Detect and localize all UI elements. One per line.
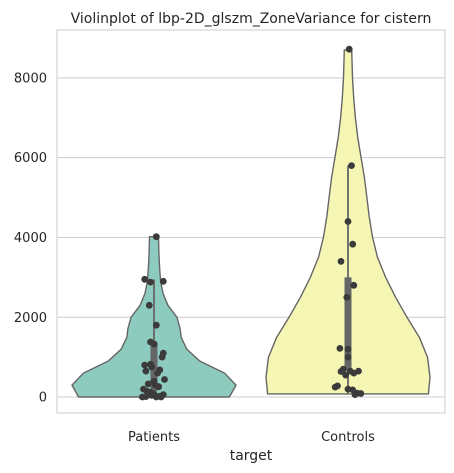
data-point (350, 369, 358, 377)
data-point (148, 363, 156, 371)
data-point (344, 353, 352, 361)
y-tick-label: 0 (39, 391, 47, 406)
data-point (336, 345, 344, 352)
data-point (331, 383, 339, 391)
data-point (337, 368, 345, 375)
x-axis-label: target (230, 448, 273, 464)
y-tick-label: 2000 (14, 311, 47, 326)
data-point (342, 371, 350, 379)
data-point (150, 340, 158, 348)
data-point (159, 277, 167, 285)
y-tick-label: 4000 (14, 231, 47, 246)
box-controls (344, 277, 352, 372)
data-point (350, 281, 358, 289)
data-point (141, 275, 149, 283)
data-point (152, 321, 160, 329)
data-point (158, 353, 166, 361)
x-tick-label: Controls (321, 430, 375, 445)
data-point (337, 258, 345, 265)
data-point (152, 233, 160, 241)
data-point (344, 345, 352, 353)
data-point (152, 393, 160, 401)
data-point (157, 393, 165, 401)
x-tick-label: Patients (128, 430, 180, 445)
data-point (345, 45, 353, 53)
data-point (141, 361, 149, 369)
x-tick-labels: Patients Controls (128, 430, 375, 445)
data-point (348, 162, 355, 170)
chart-title: Violinplot of lbp-2D_glszm_ZoneVariance … (71, 11, 432, 27)
data-point (357, 390, 365, 397)
data-point (147, 278, 154, 286)
data-point (145, 301, 153, 309)
data-point (142, 367, 150, 375)
data-point (155, 383, 163, 391)
y-tick-labels: 0 2000 4000 6000 8000 (14, 71, 47, 405)
data-point (139, 393, 146, 401)
data-point (343, 293, 351, 301)
y-tick-label: 6000 (14, 151, 47, 166)
data-point (154, 369, 161, 377)
violins (71, 45, 431, 401)
data-point (144, 380, 152, 388)
data-point (344, 218, 352, 225)
data-point (161, 376, 168, 383)
data-point (349, 240, 357, 248)
data-point (351, 391, 359, 398)
y-tick-label: 8000 (14, 71, 47, 86)
